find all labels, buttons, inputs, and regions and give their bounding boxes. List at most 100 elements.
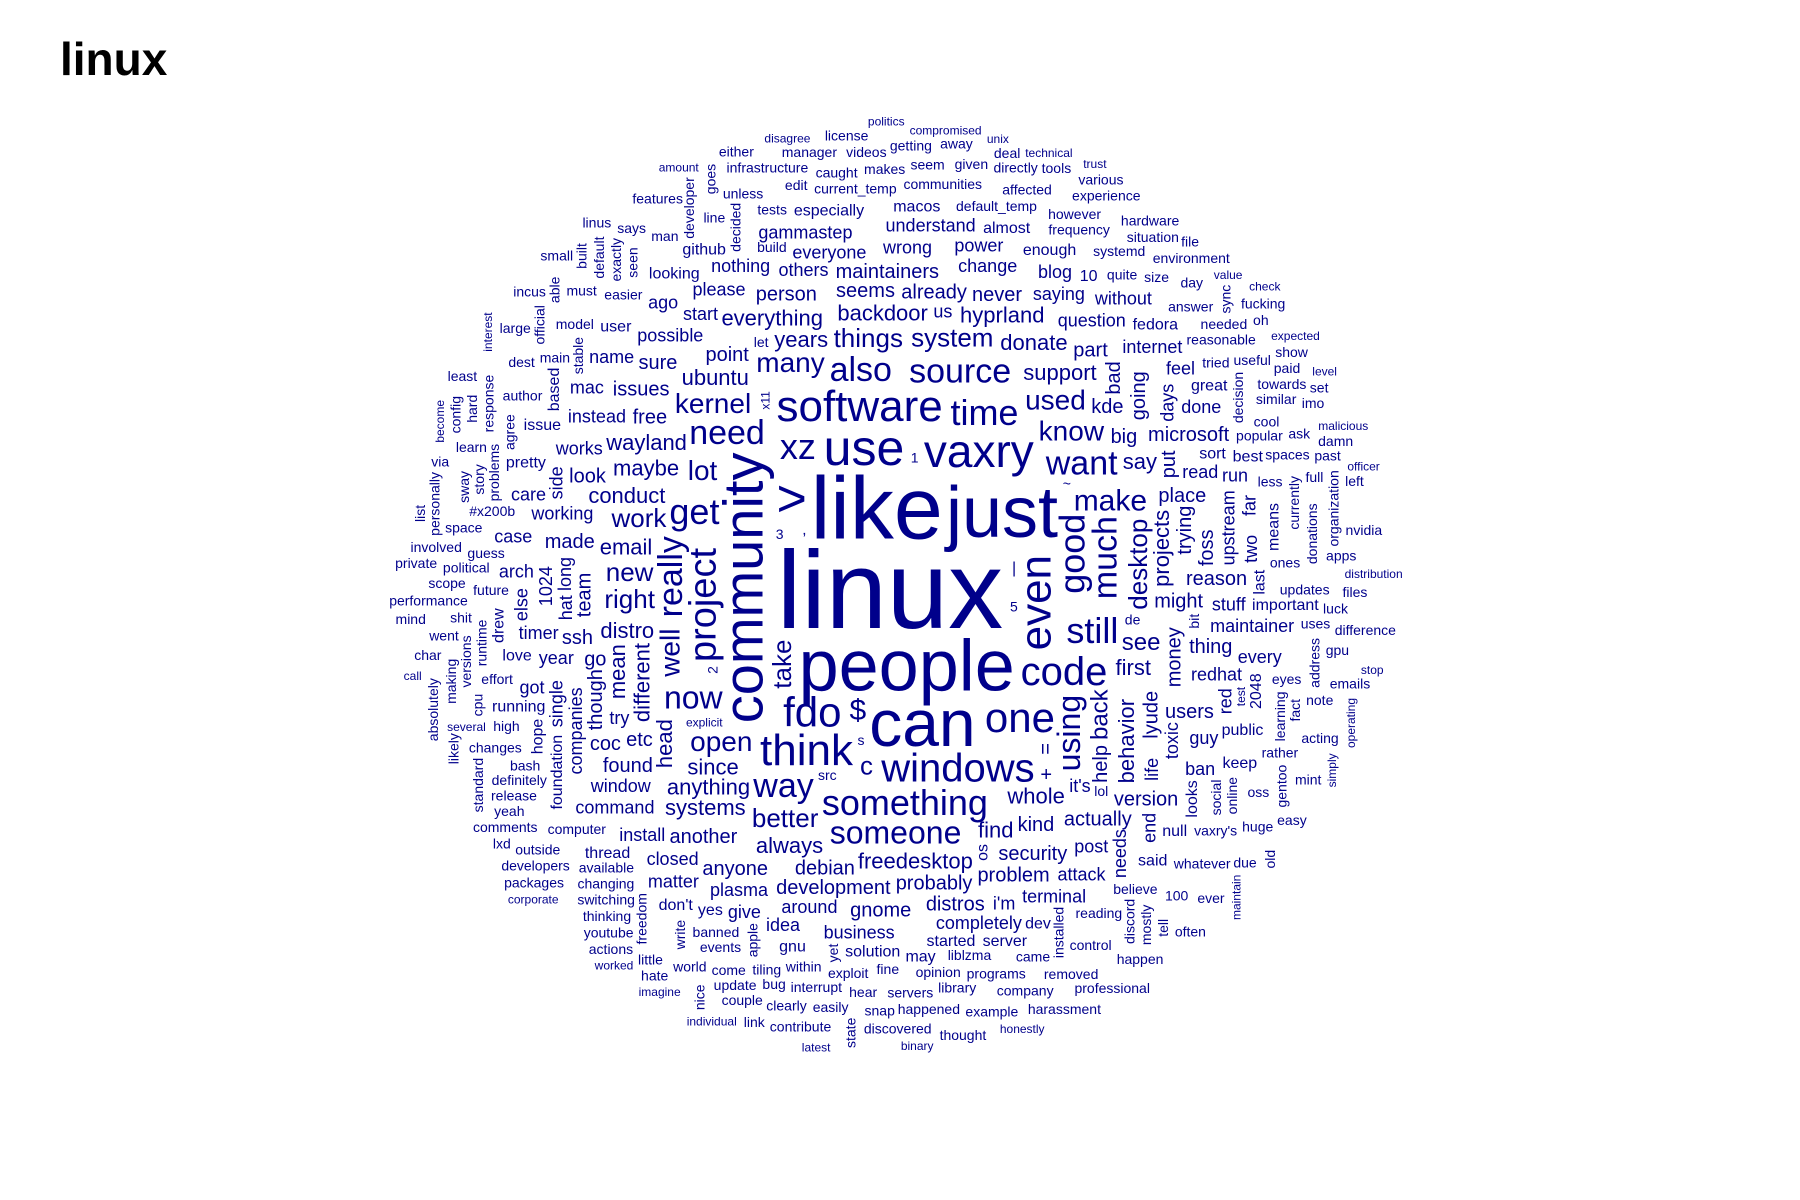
cloud-word-useful: useful: [1234, 352, 1271, 368]
cloud-word-came: came: [1016, 948, 1050, 964]
cloud-word-lyude: lyude: [1140, 691, 1162, 739]
cloud-word-large: large: [500, 320, 531, 336]
cloud-word-contribute: contribute: [770, 1019, 832, 1035]
cloud-word-drew: drew: [491, 608, 508, 643]
cloud-word-interest: interest: [481, 312, 495, 352]
cloud-word-microsoft: microsoft: [1148, 424, 1230, 446]
cloud-word-reading: reading: [1076, 905, 1123, 921]
cloud-word-bug: bug: [762, 976, 785, 992]
cloud-word-answer: answer: [1168, 299, 1213, 315]
cloud-word-life: life: [1142, 758, 1162, 781]
cloud-word-needed: needed: [1201, 316, 1248, 332]
cloud-word-matter: matter: [648, 872, 699, 892]
cloud-word-means: means: [1266, 503, 1283, 551]
cloud-word-high: high: [493, 718, 519, 734]
cloud-word-wrong: wrong: [882, 238, 932, 258]
cloud-word-toxic: toxic: [1162, 722, 1182, 759]
cloud-word-time: time: [950, 392, 1018, 433]
cloud-word-find: find: [978, 817, 1013, 842]
cloud-word-incus: incus: [513, 283, 546, 299]
cloud-word-caught: caught: [816, 164, 858, 180]
cloud-word-shit: shit: [450, 609, 472, 625]
cloud-word-problems: problems: [486, 444, 502, 502]
cloud-word-put: put: [1158, 450, 1180, 478]
cloud-word-compromised: compromised: [910, 124, 982, 138]
cloud-word-acting: acting: [1301, 730, 1338, 746]
cloud-word-developers: developers: [501, 858, 570, 874]
cloud-word-closed: closed: [647, 849, 699, 869]
cloud-word-looking: looking: [649, 265, 700, 282]
cloud-word-long: long: [555, 557, 575, 591]
cloud-word-stuff: stuff: [1212, 595, 1247, 615]
cloud-word-maintainer: maintainer: [1210, 616, 1294, 636]
cloud-word-ask: ask: [1288, 425, 1311, 441]
cloud-word-change: change: [958, 256, 1017, 276]
cloud-word-link: link: [744, 1014, 766, 1030]
cloud-word-malicious: malicious: [1318, 419, 1368, 433]
cloud-word-possible: possible: [637, 325, 703, 345]
cloud-word-foss: foss: [1196, 529, 1218, 566]
cloud-word-100: 100: [1165, 888, 1189, 904]
cloud-word-discovered: discovered: [864, 1021, 932, 1037]
cloud-word-last: last: [1252, 569, 1269, 594]
cloud-word-comments: comments: [473, 819, 538, 835]
cloud-word-needs: needs: [1110, 829, 1130, 878]
cloud-word-show: show: [1275, 344, 1309, 360]
cloud-word-etc: etc: [626, 729, 653, 751]
cloud-word-almost: almost: [983, 220, 1031, 237]
cloud-word-read: read: [1182, 462, 1218, 482]
cloud-word-state: state: [843, 1017, 859, 1048]
cloud-word-mostly: mostly: [1138, 905, 1154, 945]
cloud-word-completely: completely: [936, 913, 1022, 933]
cloud-word-timer: timer: [519, 623, 559, 643]
cloud-word-debian: debian: [795, 857, 855, 879]
cloud-word-lot: lot: [688, 455, 718, 486]
cloud-word-license: license: [825, 127, 869, 143]
cloud-word-head: head: [652, 719, 677, 768]
cloud-word-stable: stable: [570, 337, 586, 375]
cloud-word-worked: worked: [594, 959, 634, 973]
cloud-word-never: never: [972, 284, 1022, 306]
cloud-word-built: built: [574, 243, 590, 269]
cloud-word-hate: hate: [641, 968, 668, 984]
cloud-word-instead: instead: [568, 407, 626, 427]
cloud-word-null: null: [1162, 823, 1187, 840]
cloud-word-understand: understand: [886, 215, 976, 235]
cloud-word-kind: kind: [1018, 814, 1055, 836]
cloud-word-upstream: upstream: [1219, 490, 1239, 565]
cloud-word-amount: amount: [659, 161, 700, 175]
cloud-word-small: small: [540, 247, 573, 263]
cloud-word-source: source: [909, 353, 1011, 391]
cloud-word-take: take: [767, 640, 797, 689]
cloud-word-operating: operating: [1344, 698, 1358, 748]
cloud-word-started: started: [927, 933, 976, 950]
cloud-word-bad: bad: [1103, 361, 1125, 394]
cloud-word-idea: idea: [766, 915, 801, 935]
cloud-word-users: users: [1165, 701, 1214, 723]
cloud-word-sync: sync: [1217, 285, 1233, 314]
cloud-word-may: may: [905, 949, 935, 966]
cloud-word-towards: towards: [1257, 376, 1306, 392]
cloud-word-team: team: [573, 573, 595, 617]
cloud-word-political: political: [443, 559, 490, 575]
cloud-word-exploit: exploit: [828, 965, 869, 981]
cloud-word-making: making: [443, 659, 459, 704]
cloud-word-exactly: exactly: [608, 238, 624, 282]
cloud-word-tools: tools: [1042, 160, 1072, 176]
cloud-word-main: main: [540, 350, 570, 366]
cloud-word-difference: difference: [1335, 622, 1396, 638]
cloud-word-easily: easily: [813, 999, 849, 1015]
cloud-word-ban: ban: [1185, 759, 1215, 779]
cloud-word-guy: guy: [1189, 728, 1218, 748]
cloud-word-value: value: [1214, 268, 1243, 282]
cloud-word-part: part: [1073, 339, 1108, 361]
cloud-word-end: end: [1139, 813, 1159, 843]
cloud-word-gpu: gpu: [1326, 642, 1349, 658]
cloud-word-write: write: [672, 920, 688, 951]
cloud-word-wayland: wayland: [605, 430, 687, 455]
cloud-word-far: far: [1239, 495, 1259, 516]
cloud-word-server: server: [983, 933, 1028, 950]
cloud-word-clearly: clearly: [766, 998, 806, 1014]
cloud-word-binary: binary: [901, 1039, 934, 1053]
cloud-word-private: private: [395, 555, 437, 571]
